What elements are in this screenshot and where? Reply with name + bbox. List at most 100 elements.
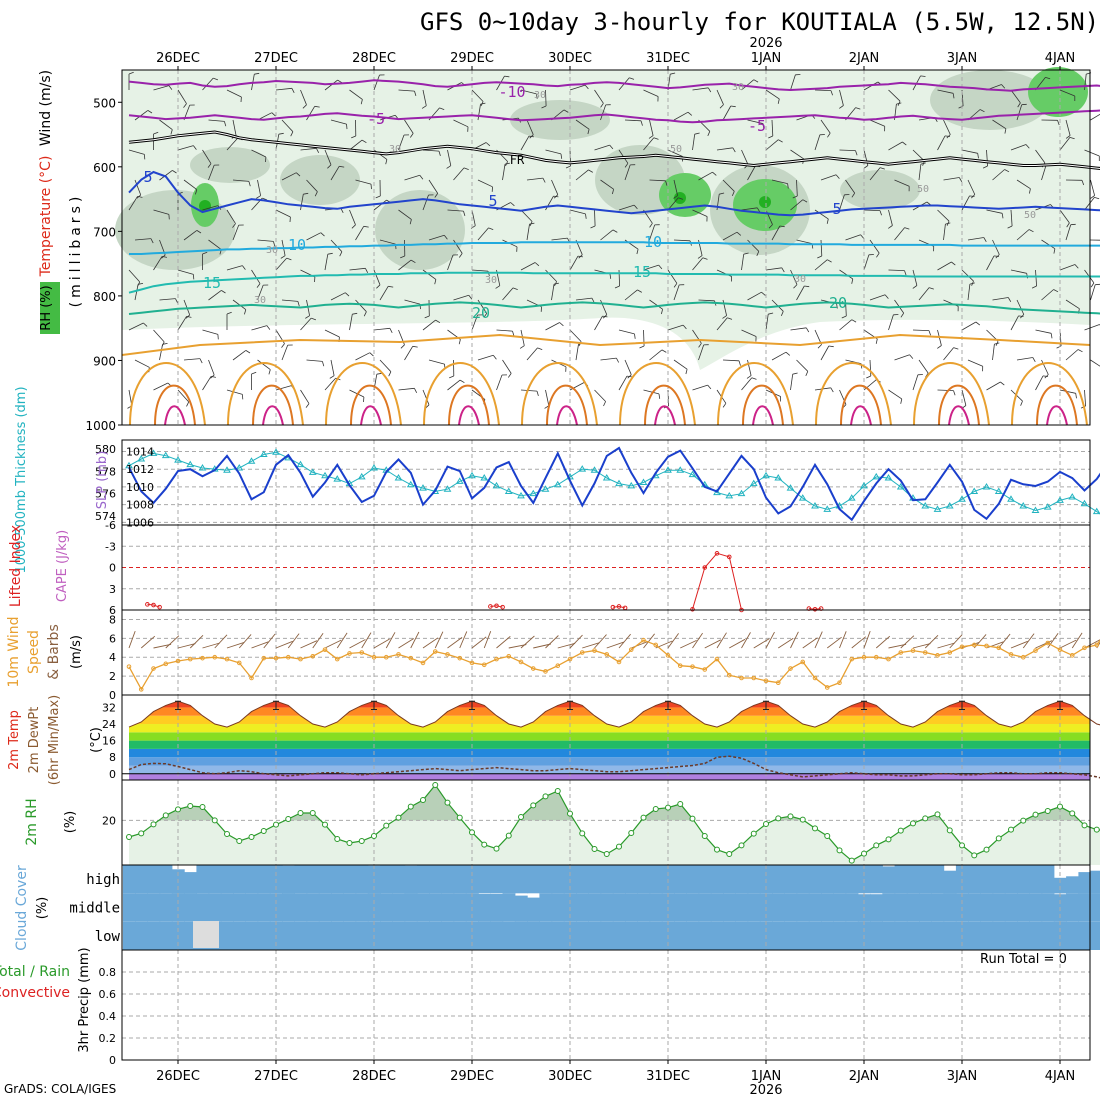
wind-barb [257, 359, 271, 370]
rh-marker [1020, 817, 1027, 824]
wind-barb [257, 239, 274, 242]
wind-barb [447, 149, 452, 166]
cloud-low-bar [233, 921, 246, 950]
cloud-high-bar [833, 865, 847, 894]
wind-barb [1065, 349, 1079, 361]
wind-speed-marker [396, 652, 401, 657]
wind-barb [447, 379, 461, 391]
wind-barb [303, 192, 309, 195]
thickness-marker [860, 481, 868, 489]
cloud-middle-bar [845, 893, 859, 922]
wind-barb [186, 316, 192, 318]
wind-barb [526, 224, 530, 241]
wind-speed-marker [751, 675, 757, 681]
wind-barb [419, 175, 424, 180]
rh-marker [873, 842, 880, 849]
wind-speed-marker [1008, 652, 1014, 657]
wind-speed-marker [530, 666, 536, 671]
thickness-marker [1007, 495, 1015, 502]
cloud-middle-bar [992, 893, 1006, 922]
rh-marker [236, 838, 243, 844]
surface-wind-barb [557, 642, 576, 649]
wind-barb [879, 210, 882, 216]
wind-barb [937, 209, 950, 222]
surface-wind-barb [814, 631, 823, 649]
wind-barb [937, 345, 942, 349]
wind-barb [793, 284, 798, 289]
rh-marker [322, 821, 328, 828]
cloud-middle-bar [906, 893, 920, 922]
isotherm-30-loop [938, 384, 980, 426]
cloud-middle-bar [943, 893, 957, 922]
wind-barb [648, 135, 654, 139]
wind-barb [480, 102, 486, 105]
wind-speed-marker [285, 654, 291, 660]
cloud-high-bar [821, 865, 834, 894]
surface-wind-barb [924, 634, 939, 649]
wind-barb [778, 139, 783, 143]
wind-barb [692, 209, 708, 217]
wind-barb [244, 309, 247, 315]
wind-barb [545, 149, 562, 155]
surface-wind-barb [545, 635, 559, 649]
wind-barb [640, 120, 643, 126]
rh-marker [836, 847, 843, 854]
wind-barb [967, 237, 984, 241]
wind-barb [545, 389, 550, 406]
wind-barb [128, 196, 138, 211]
wind-barb [365, 268, 369, 273]
wind-barb [242, 265, 246, 270]
wind-barb [360, 99, 363, 105]
contour-label: 5 [488, 192, 497, 210]
wind-barb [1028, 229, 1034, 233]
wind-barb [520, 389, 538, 392]
wind-barb [716, 317, 728, 331]
run-total-label: Run Total = 0 [980, 952, 1067, 967]
surface-wind-barb [802, 637, 818, 649]
surface-wind-barb [606, 641, 624, 649]
lifted-index-marker [494, 603, 499, 609]
cloud-middle-bar [490, 893, 504, 922]
wind-barb [588, 169, 593, 173]
top-time-tick-label: 2JAN [849, 51, 880, 66]
wind-barb [698, 344, 705, 361]
cloud-middle-bar [220, 893, 234, 922]
wind-barb [636, 249, 639, 255]
wind-barb [747, 119, 764, 124]
wind-barb [575, 119, 590, 130]
surface-wind-barb [385, 632, 396, 649]
wind-barb [251, 371, 257, 375]
wind-barb [520, 135, 530, 151]
wind-barb [428, 359, 445, 365]
chart-title: GFS 0~10day 3-hourly for KOUTIALA (5.5W,… [420, 8, 1100, 36]
rh-marker [505, 832, 512, 839]
wind-barb [268, 369, 271, 375]
wind-speed-marker [273, 655, 279, 661]
wind-barb [685, 369, 688, 375]
wind-barb [600, 104, 607, 121]
rh-marker [603, 851, 610, 857]
temperature-band [122, 695, 1090, 699]
surface-wind-barb [582, 642, 600, 649]
rh-marker [861, 850, 867, 857]
thickness-marker [492, 481, 501, 489]
wind-barb [443, 235, 448, 240]
wind-barb [388, 371, 392, 377]
wind-barb [143, 322, 148, 327]
wind-barb [692, 329, 702, 344]
cloud-middle-bar [453, 893, 467, 922]
cloud-low-bar [282, 921, 295, 950]
wind-barb [888, 225, 893, 229]
wind-barb [904, 227, 910, 230]
wind-barb [839, 194, 845, 211]
wind-barb [195, 189, 198, 195]
cloud-low-bar [612, 921, 626, 950]
cloud-low-bar [735, 921, 749, 950]
cloud-low-bar [906, 921, 920, 950]
isotherm-line [128, 301, 1100, 315]
isotherm-line [128, 109, 1100, 124]
wind-barb [162, 343, 168, 345]
wind-speed-marker [163, 661, 169, 667]
bottom-time-tick-label: 30DEC [548, 1069, 592, 1084]
wind-barb [453, 119, 469, 128]
